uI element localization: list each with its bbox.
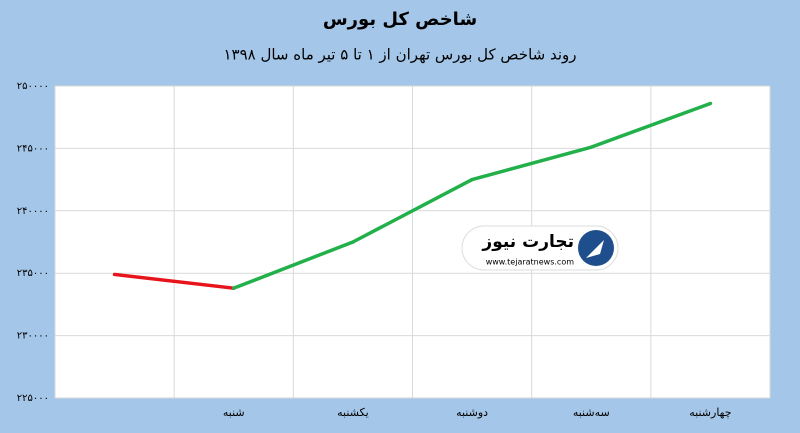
watermark-arrow	[586, 240, 604, 258]
watermark: تجارت نیوز www.tejaratnews.com	[461, 225, 619, 271]
line-segment	[589, 101, 713, 149]
y-tick-label: ۲۴۵۰۰۰	[17, 143, 49, 154]
line-segment	[232, 240, 355, 290]
y-tick-label: ۲۵۰۰۰۰	[17, 81, 49, 92]
chart-title: شاخص کل بورس	[323, 9, 477, 30]
y-tick-label: ۲۳۰۰۰۰	[17, 331, 49, 342]
chart-subtitle: روند شاخص کل بورس تهران از ۱ تا ۵ تیر ما…	[223, 46, 576, 64]
x-tick-label: یکشنبه	[337, 406, 369, 419]
y-tick-label: ۲۳۵۰۰۰	[17, 268, 49, 279]
watermark-brand: تجارت نیوز	[481, 232, 574, 252]
watermark-url: www.tejaratnews.com	[486, 258, 574, 267]
y-tick-label: ۲۲۵۰۰۰	[17, 393, 49, 404]
x-tick-label: دوشنبه	[456, 406, 488, 419]
x-tick-label: سه‌شنبه	[573, 406, 610, 419]
watermark-box	[461, 225, 619, 271]
y-tick-label: ۲۴۰۰۰۰	[17, 206, 49, 217]
line-segment	[351, 177, 474, 244]
line-segment	[112, 272, 236, 290]
line-segment	[470, 145, 593, 182]
x-tick-label: شنبه	[223, 406, 245, 419]
x-tick-label: چهارشنبه	[689, 406, 731, 419]
